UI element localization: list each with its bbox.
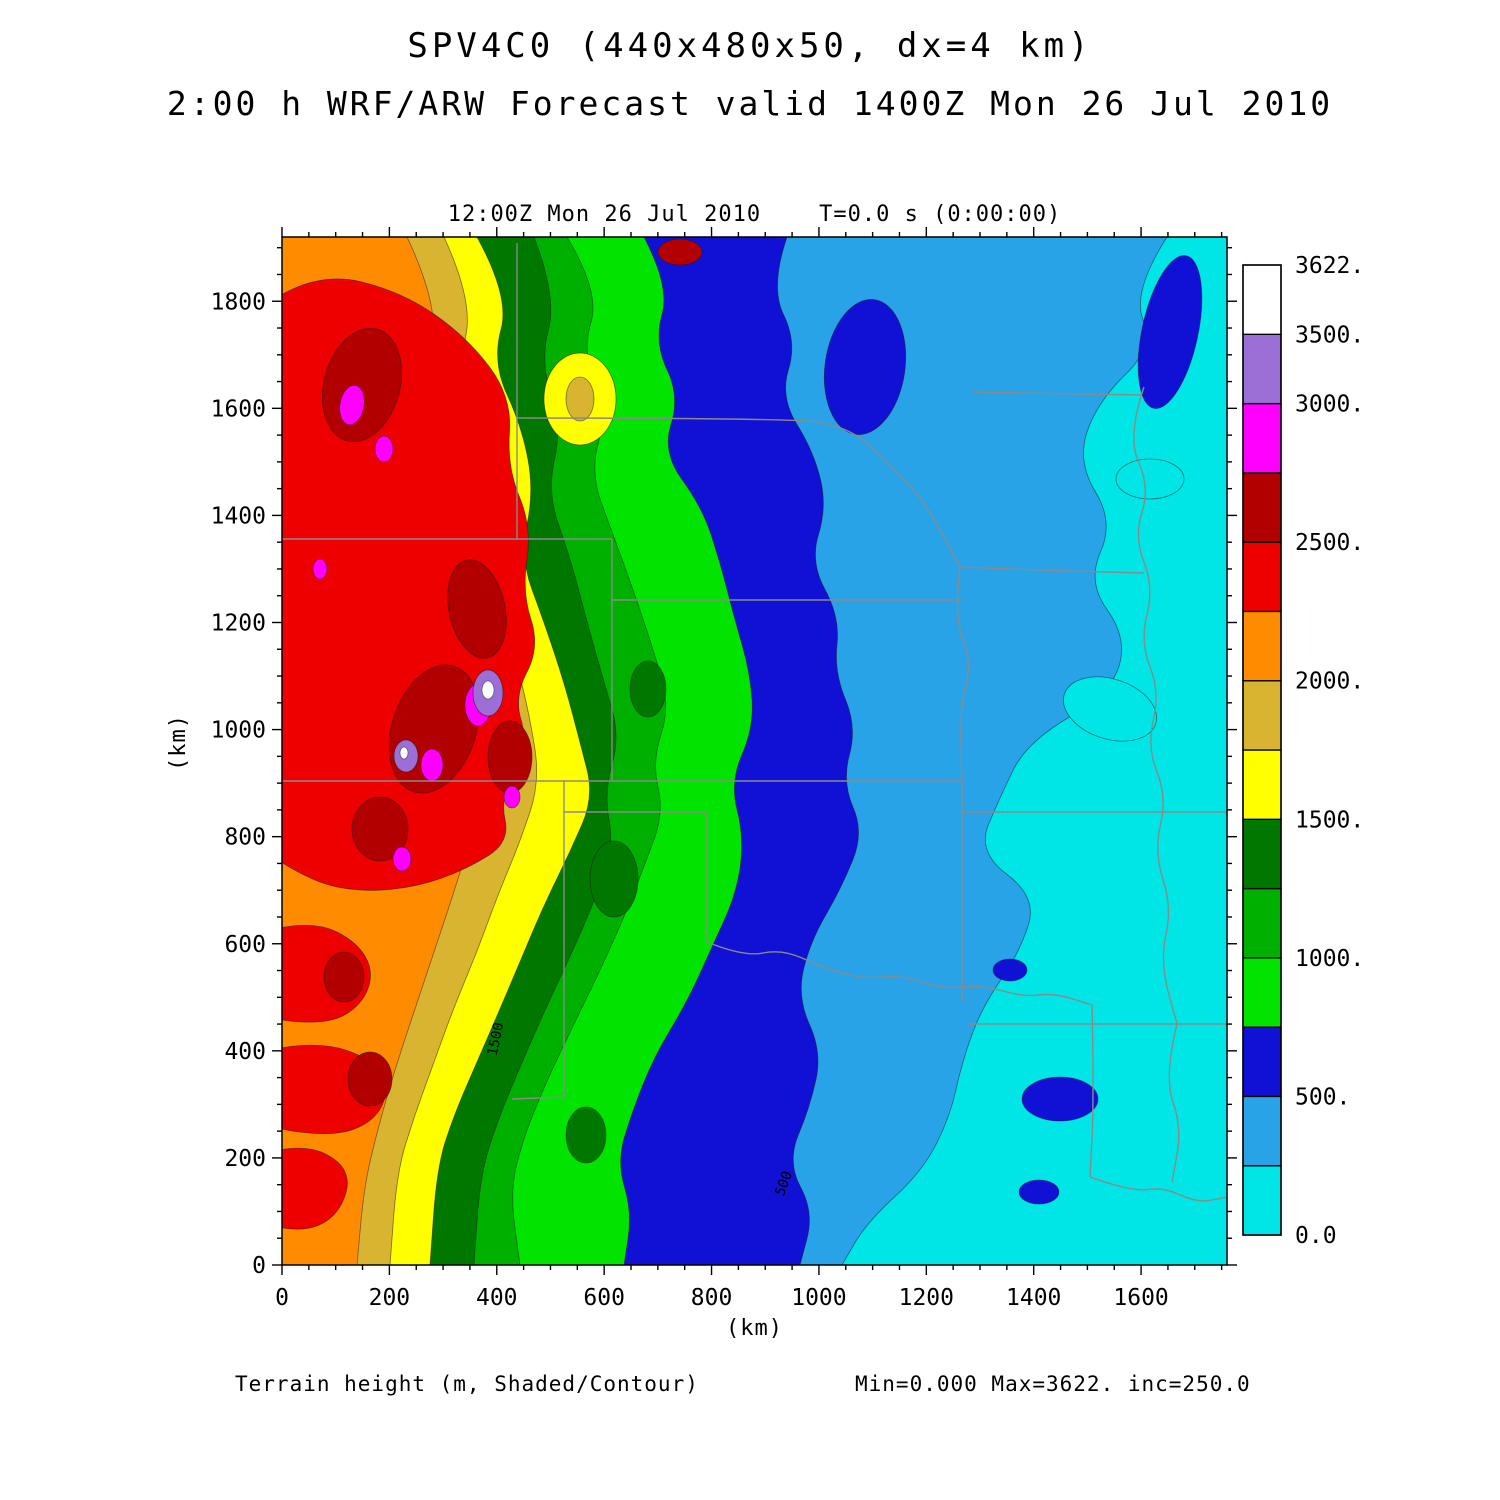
terrain-band-5-spot [565, 1106, 607, 1164]
state-border-line [956, 566, 970, 782]
terrain-lake-blob [1137, 255, 1203, 409]
contour-value-label: 1500 [485, 1021, 508, 1057]
y-tick-label: 0 [252, 1253, 266, 1279]
colorbar-tick-label: 0.0 [1295, 1223, 1337, 1249]
y-tick-label: 1600 [211, 396, 266, 422]
y-tick-label: 600 [224, 932, 266, 958]
terrain-band-10 [447, 559, 507, 659]
y-tick-label: 1400 [211, 503, 266, 529]
x-tick-label: 800 [691, 1285, 733, 1311]
x-tick-label: 400 [476, 1285, 518, 1311]
plot-title-line1: SPV4C0 (440x480x50, dx=4 km) [407, 26, 1093, 66]
terrain-band-11 [503, 785, 521, 809]
colorbar-swatch [1242, 541, 1282, 613]
y-tick-label: 800 [224, 825, 266, 851]
x-tick-label: 1000 [791, 1285, 846, 1311]
terrain-lake-blob [992, 958, 1028, 982]
x-tick-label: 200 [369, 1285, 411, 1311]
axes: 0 200 400 600 800 1000 1200 1400 1600 0 200 400 600 8… [211, 227, 1237, 1311]
terrain-lake-blob [1021, 1076, 1099, 1122]
valid-datetime-label: 12:00Z Mon 26 Jul 2010 [447, 202, 762, 227]
x-tick-label: 1400 [1006, 1285, 1061, 1311]
terrain-band-13 [481, 680, 495, 700]
state-border-line [971, 391, 1143, 396]
terrain-band-10 [347, 1051, 393, 1107]
terrain-band-10 [323, 951, 365, 1003]
stats-caption: Min=0.000 Max=3622. inc=250.0 [855, 1372, 1251, 1396]
state-border-line [1133, 386, 1178, 1025]
colorbar-swatch [1242, 1095, 1282, 1167]
plot-title-line2: 2:00 h WRF/ARW Forecast valid 1400Z Mon … [166, 84, 1334, 123]
terrain-cyan-inlet [1115, 458, 1185, 500]
y-tick-label: 1200 [211, 611, 266, 637]
colorbar-swatch [1242, 264, 1282, 335]
terrain-band-10 [487, 720, 533, 794]
state-border-line [959, 566, 1145, 574]
field-caption: Terrain height (m, Shaded/Contour) [235, 1372, 699, 1396]
forecast-timestep-label: T=0.0 s (0:00:00) [819, 202, 1062, 227]
colorbar-tick-label: 500. [1295, 1084, 1350, 1110]
y-tick-label: 1000 [211, 718, 266, 744]
colorbar-tick-label: 3500. [1295, 322, 1364, 348]
terrain-band-5-spot [629, 660, 667, 718]
state-border-line [1168, 1023, 1180, 1183]
colorbar-tick-label: 1500. [1295, 807, 1364, 833]
x-tick-label: 600 [583, 1285, 625, 1311]
terrain-band-9 [282, 1147, 348, 1230]
terrain-band-10 [657, 238, 703, 266]
plot-subtitle: 12:00Z Mon 26 Jul 2010 T=0.0 s (0:00:00) [282, 202, 1227, 227]
colorbar-swatch [1242, 610, 1282, 682]
terrain-band-11 [420, 748, 444, 782]
state-border-line [706, 941, 1093, 1006]
colorbar-swatch [1242, 472, 1282, 543]
y-tick-label: 1800 [211, 289, 266, 315]
colorbar-swatch [1242, 1026, 1282, 1098]
terrain-band-7-spot [565, 376, 595, 422]
x-tick-label: 1200 [899, 1285, 954, 1311]
state-border-line [1089, 1176, 1227, 1202]
colorbar: 3622. 3500. 3000. 2500. 2000. 1500. 1000. 500. 0… [1242, 253, 1364, 1249]
y-tick-label: 200 [224, 1146, 266, 1172]
terrain-band-11 [392, 846, 412, 872]
terrain-band-5-spot [589, 840, 639, 918]
colorbar-swatch [1242, 1165, 1282, 1236]
x-tick-label: 1600 [1113, 1285, 1168, 1311]
colorbar-tick-label: 1000. [1295, 946, 1364, 972]
colorbar-swatch [1242, 749, 1282, 820]
x-tick-label: 0 [275, 1285, 289, 1311]
terrain-band-10 [351, 796, 409, 862]
x-axis-label: (km) [726, 1316, 783, 1341]
state-border-line [516, 417, 961, 568]
state-border-line [1089, 1004, 1094, 1178]
terrain-band-11 [374, 435, 394, 463]
terrain-lake-blob [1018, 1179, 1060, 1205]
plot-frame [281, 236, 1228, 1266]
terrain-band-11 [339, 384, 365, 426]
y-tick-label: 400 [224, 1039, 266, 1065]
colorbar-swatch [1242, 887, 1282, 959]
colorbar-frame [1242, 264, 1282, 1236]
colorbar-swatch [1242, 402, 1282, 474]
colorbar-swatch [1242, 818, 1282, 890]
colorbar-swatch [1242, 957, 1282, 1028]
terrain-band-13 [399, 746, 409, 760]
colorbar-tick-label: 2500. [1295, 530, 1364, 556]
terrain-cyan-inlet [1063, 676, 1157, 742]
colorbar-swatch [1242, 680, 1282, 751]
colorbar-tick-label: 3622. [1295, 253, 1364, 279]
colorbar-tick-label: 3000. [1295, 392, 1364, 418]
terrain-band-11 [312, 558, 328, 580]
colorbar-swatch [1242, 333, 1282, 405]
state-border-line [511, 1096, 565, 1100]
colorbar-tick-label: 2000. [1295, 669, 1364, 695]
